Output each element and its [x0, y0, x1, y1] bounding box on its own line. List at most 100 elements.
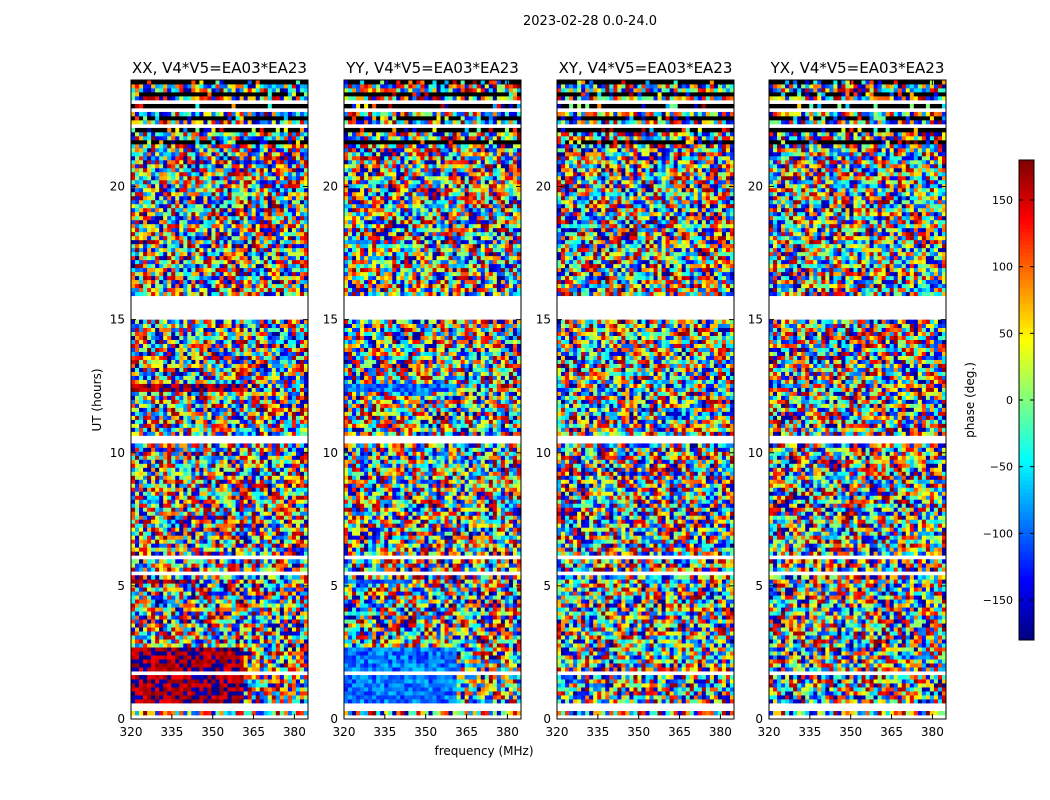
- heat-cell: [167, 223, 172, 229]
- heat-cell: [255, 235, 261, 241]
- heat-cell: [267, 615, 273, 620]
- heat-cell: [199, 687, 204, 692]
- heat-cell: [295, 399, 301, 404]
- heat-cell: [195, 523, 200, 528]
- heat-cell: [135, 223, 140, 229]
- heat-cell: [203, 351, 208, 356]
- heat-cell: [283, 291, 289, 297]
- heat-cell: [139, 387, 144, 392]
- heat-cell: [135, 583, 140, 588]
- heat-cell: [283, 343, 289, 348]
- heat-cell: [287, 219, 293, 225]
- heat-cell: [131, 659, 136, 664]
- heat-cell: [259, 375, 265, 380]
- heat-cell: [139, 235, 144, 241]
- heat-cell: [143, 383, 148, 388]
- heat-cell: [243, 491, 249, 496]
- heat-cell: [199, 475, 204, 480]
- heat-cell: [199, 691, 204, 696]
- heat-cell: [211, 627, 216, 632]
- heat-cell: [303, 507, 309, 512]
- heat-cell: [195, 223, 200, 229]
- heat-cell: [243, 675, 249, 680]
- heat-cell: [243, 395, 249, 400]
- heat-cell: [271, 527, 277, 532]
- heat-cell: [147, 335, 152, 340]
- heat-cell: [167, 283, 172, 289]
- heat-cell: [287, 427, 293, 432]
- heat-cell: [255, 291, 261, 297]
- heat-cell: [179, 679, 184, 684]
- heat-cell: [303, 219, 309, 225]
- heat-cell: [211, 503, 216, 508]
- heat-cell: [227, 391, 232, 396]
- heat-cell: [275, 543, 281, 548]
- heat-cell: [211, 331, 216, 336]
- heat-cell: [275, 535, 281, 540]
- heat-cell: [287, 271, 293, 277]
- heat-cell: [135, 331, 140, 336]
- heat-cell: [219, 387, 224, 392]
- heat-cell: [279, 531, 285, 536]
- heat-cell: [163, 487, 168, 492]
- heat-cell: [231, 403, 236, 408]
- heat-cell: [231, 243, 236, 249]
- heat-cell: [207, 379, 212, 384]
- heat-cell: [243, 375, 249, 380]
- heat-cell: [267, 455, 273, 460]
- heat-cell: [167, 347, 172, 352]
- heat-cell: [187, 659, 192, 664]
- heat-cell: [163, 603, 168, 608]
- heat-cell: [223, 243, 228, 249]
- heat-cell: [283, 259, 289, 265]
- heat-cell: [263, 451, 269, 456]
- heat-cell: [199, 255, 204, 261]
- heat-cell: [291, 211, 297, 217]
- heat-cell: [219, 283, 224, 289]
- heat-cell: [263, 387, 269, 392]
- heat-cell: [195, 691, 200, 696]
- heat-cell: [183, 247, 188, 253]
- heat-cell: [131, 323, 136, 329]
- heat-cell: [295, 691, 301, 696]
- heat-cell: [155, 267, 160, 273]
- heat-cell: [135, 415, 140, 420]
- heat-cell: [295, 711, 301, 716]
- heat-cell: [231, 395, 236, 400]
- heat-cell: [295, 539, 301, 544]
- heat-cell: [139, 647, 144, 652]
- heat-cell: [227, 519, 232, 524]
- heat-cell: [199, 283, 204, 289]
- heat-cell: [151, 583, 156, 588]
- heat-cell: [167, 239, 172, 245]
- heat-cell: [251, 603, 257, 608]
- heat-cell: [291, 507, 297, 512]
- heat-cell: [171, 259, 176, 265]
- heat-cell: [291, 431, 297, 436]
- heat-cell: [291, 227, 297, 233]
- heat-cell: [199, 667, 204, 672]
- heat-cell: [203, 367, 208, 372]
- heat-cell: [171, 567, 176, 572]
- heat-cell: [147, 599, 152, 604]
- heat-cell: [291, 379, 297, 384]
- heat-cell: [223, 687, 228, 692]
- heat-cell: [231, 523, 236, 528]
- heat-cell: [275, 607, 281, 612]
- heat-cell: [191, 259, 196, 265]
- heat-cell: [135, 651, 140, 656]
- heat-cell: [223, 395, 228, 400]
- heat-cell: [295, 611, 301, 616]
- heat-cell: [275, 551, 281, 556]
- heat-cell: [211, 207, 216, 213]
- heat-cell: [231, 399, 236, 404]
- heat-cell: [183, 539, 188, 544]
- heat-cell: [243, 475, 249, 480]
- heat-cell: [151, 627, 156, 632]
- heat-cell: [155, 415, 160, 420]
- heat-cell: [147, 267, 152, 273]
- heat-cell: [263, 215, 269, 221]
- heat-cell: [179, 623, 184, 628]
- heat-cell: [299, 243, 305, 249]
- heat-cell: [279, 667, 285, 672]
